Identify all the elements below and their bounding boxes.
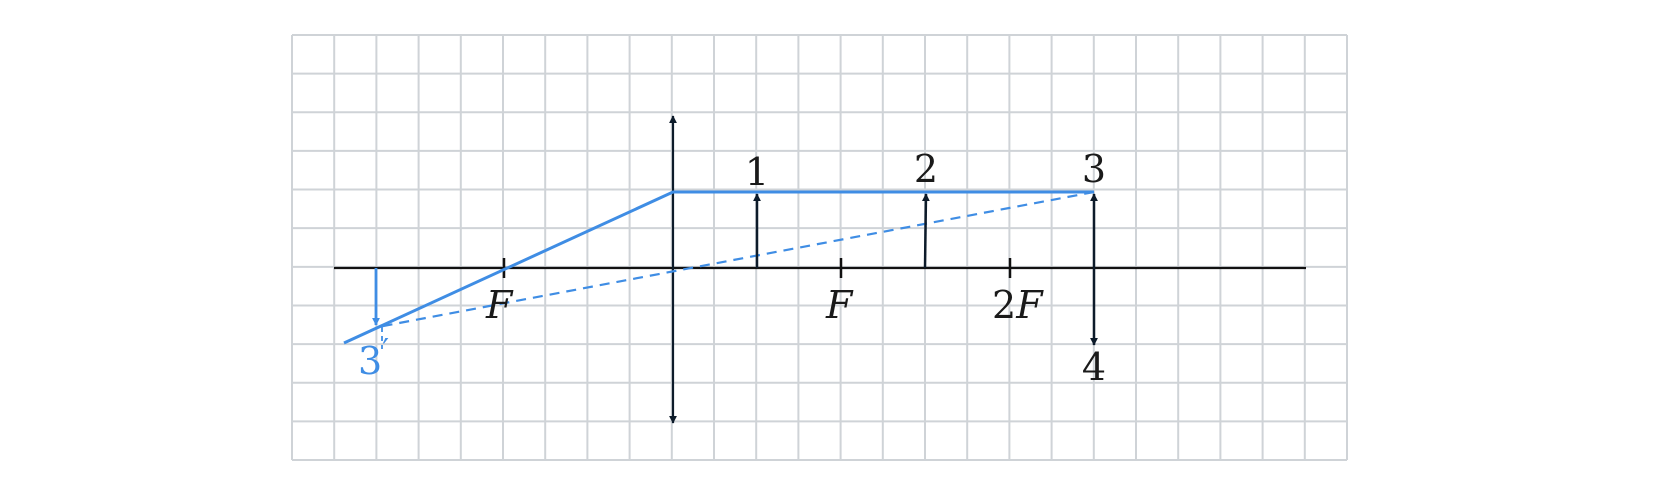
object-1-label: 1 (745, 150, 769, 194)
focus-left-label: F (485, 283, 514, 327)
refracted-ray (343, 190, 1094, 345)
image-3-prime-label: 3′ (358, 333, 389, 383)
central-ray (377, 190, 1095, 329)
image-3-prime-mark: ′ (382, 333, 389, 368)
object-4-label: 4 (1082, 345, 1106, 389)
object-3-label: 3 (1082, 147, 1106, 191)
image-3-number: 3 (358, 339, 382, 383)
object-2-label: 2 (914, 147, 938, 191)
two-f-label: 2F (992, 283, 1044, 327)
grid (291, 34, 1348, 461)
focus-right-label: F (825, 283, 854, 327)
two-f-coefficient: 2 (992, 283, 1016, 327)
object-2-arrow (921, 193, 930, 269)
two-f-letter: F (1015, 283, 1044, 327)
